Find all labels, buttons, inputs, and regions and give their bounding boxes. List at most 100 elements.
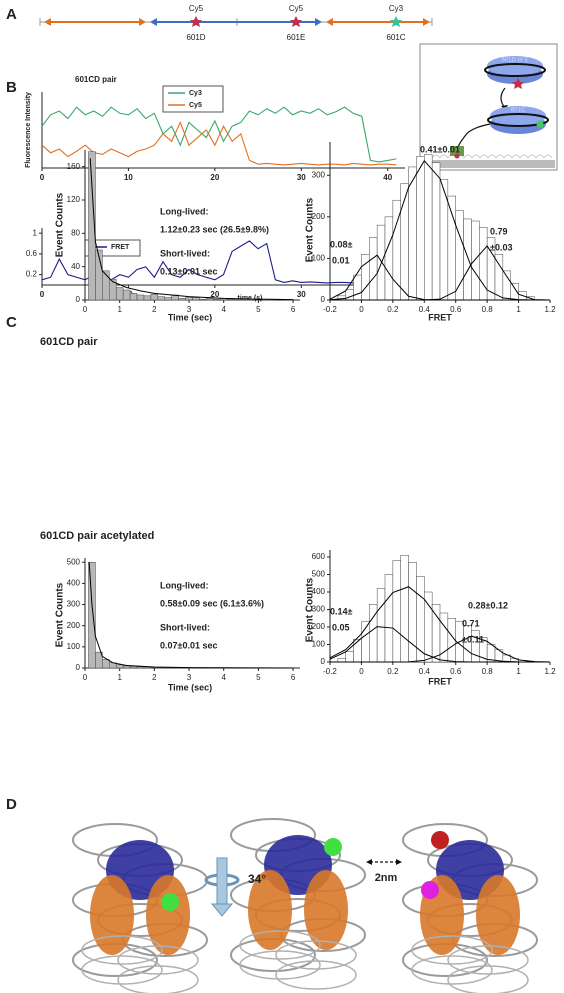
y-axis-label: Event Counts — [55, 192, 66, 257]
fit-curve — [330, 635, 551, 663]
histogram-bar — [416, 576, 425, 663]
x-tick-label: 0 — [359, 305, 364, 314]
fit-curve — [329, 586, 550, 663]
x-tick-label: 0 — [83, 305, 88, 314]
y-tick-label: 200 — [67, 621, 81, 630]
y-tick-label: 600 — [312, 552, 326, 561]
dye-site — [431, 831, 449, 849]
annotation: 0.01 — [332, 255, 350, 265]
histogram-bar — [226, 298, 235, 301]
annotation: 0.41±0.01 — [420, 144, 460, 154]
histogram-bar — [129, 293, 138, 301]
y-tick-label: 100 — [67, 642, 81, 651]
histogram-bar — [206, 298, 214, 301]
histogram-bar — [424, 154, 433, 301]
histogram-bar — [136, 666, 145, 669]
x-tick-label: 0.8 — [482, 305, 494, 314]
histone-h2b — [304, 870, 348, 950]
smfret-schematic — [419, 43, 558, 171]
dna-helix — [447, 965, 529, 993]
histogram-bar — [164, 297, 172, 301]
annotation: ±0.11 — [462, 634, 484, 644]
dye-label: Cy5 — [289, 4, 304, 13]
x-axis-label: FRET — [428, 676, 452, 686]
histogram-bar — [353, 274, 362, 301]
x-tick-label: -0.2 — [323, 667, 337, 676]
x-tick-label: 0.6 — [450, 305, 462, 314]
x-tick-label: 4 — [221, 305, 226, 314]
annotation: 0.79 — [490, 226, 508, 236]
y-axis-label: Event Counts — [55, 582, 66, 647]
construct-diagram — [39, 16, 433, 27]
histogram-bar — [384, 216, 394, 301]
x-tick-label: 2 — [152, 673, 157, 682]
histogram-bar — [408, 166, 417, 301]
histogram-bar — [431, 604, 441, 663]
x-tick-label: 0.6 — [450, 667, 462, 676]
dna-helix — [81, 955, 163, 985]
histogram-bar — [447, 195, 456, 301]
annotation: Long-lived: — [160, 580, 209, 590]
histogram-bar — [369, 237, 378, 301]
histogram-bar — [122, 289, 131, 301]
y-tick-label: 400 — [67, 578, 81, 587]
y-tick-label: 0.2 — [26, 270, 38, 279]
annotation: Long-lived: — [160, 206, 209, 216]
histogram-bar — [494, 254, 504, 301]
x-tick-label: 1 — [117, 305, 122, 314]
dna-helix — [411, 935, 493, 965]
fit-curve — [89, 158, 294, 301]
fit-curve — [329, 159, 550, 301]
x-tick-label: 1 — [516, 305, 521, 314]
chart-title: 601CD pair acetylated — [40, 530, 154, 542]
x-tick-label: 3 — [187, 673, 192, 682]
x-tick-label: 5 — [256, 305, 261, 314]
histone-h2b — [146, 875, 190, 955]
histogram-bar — [361, 254, 370, 301]
x-tick-label: 6 — [291, 673, 296, 682]
y-axis-label: Fluorescence Intensity — [25, 92, 32, 168]
y-tick-label: 300 — [312, 170, 326, 179]
histogram-bar — [129, 666, 138, 669]
x-tick-label: 0 — [359, 667, 364, 676]
y-tick-label: 500 — [312, 570, 326, 579]
x-tick-label: 0 — [83, 673, 88, 682]
annotation: Short-lived: — [160, 248, 210, 258]
x-tick-label: 1.2 — [544, 667, 556, 676]
annotation: 1.12±0.23 sec (26.5±9.8%) — [160, 224, 269, 234]
dna-helix — [117, 965, 199, 993]
y-axis-label: Event Counts — [305, 197, 316, 262]
chart-title: 601CD pair — [75, 75, 117, 84]
histogram-bar — [150, 293, 159, 301]
histogram-bar — [136, 294, 145, 301]
y-tick-label: 160 — [67, 162, 81, 171]
fit-curve — [88, 562, 294, 669]
histogram-bar — [345, 651, 354, 663]
y-tick-label: 0 — [321, 657, 326, 666]
chart-title: 601CD pair — [40, 336, 98, 348]
dna-helix — [275, 940, 357, 970]
annotation: 0.07±0.01 sec — [160, 640, 218, 650]
y-tick-label: 120 — [67, 195, 81, 204]
histogram-bar — [178, 298, 186, 301]
y-axis-label: Event Counts — [305, 577, 316, 642]
dna-helix — [117, 945, 199, 975]
fit-curve — [330, 245, 551, 301]
y-tick-label: 80 — [71, 228, 80, 237]
x-tick-label: 4 — [221, 673, 226, 682]
annotation: 0.14± — [330, 606, 353, 616]
x-axis-label: Time (sec) — [168, 682, 212, 692]
histogram-bar — [400, 183, 409, 301]
y-tick-label: 200 — [312, 212, 326, 221]
y-tick-label: 1 — [33, 228, 38, 237]
annotation: Short-lived: — [160, 622, 210, 632]
histogram-bar — [233, 298, 242, 301]
construct-label: 601E — [287, 33, 306, 42]
x-tick-label: 2 — [152, 305, 157, 314]
x-tick-label: 5 — [256, 673, 261, 682]
histogram-bar — [416, 156, 425, 301]
histogram-bar — [337, 658, 346, 663]
x-tick-label: 0.4 — [419, 305, 431, 314]
annotation: 0.05 — [332, 622, 350, 632]
